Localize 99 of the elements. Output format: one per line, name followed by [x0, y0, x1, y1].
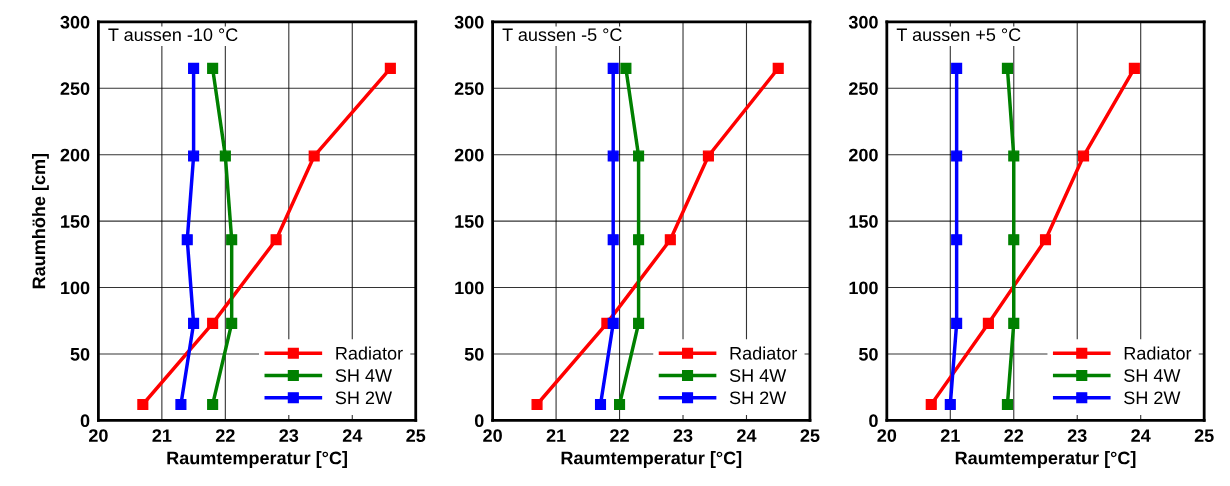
point — [308, 150, 320, 162]
x-tick-label: 22 — [1004, 429, 1024, 442]
x-axis-title: Raumtemperatur [°C] — [561, 451, 742, 468]
x-tick-label: 24 — [342, 429, 363, 442]
x-axis-title: Raumtemperatur [°C] — [167, 451, 347, 468]
y-tick-label: 300 — [848, 15, 878, 29]
x-tick-label: 22 — [215, 429, 235, 442]
point — [137, 398, 149, 411]
point — [607, 150, 619, 162]
point — [607, 62, 619, 74]
y-tick-label: 100 — [849, 281, 878, 295]
point — [270, 234, 282, 246]
y-tick-label: 300 — [454, 15, 484, 29]
point — [613, 398, 626, 411]
x-tick-label: 21 — [546, 429, 566, 442]
y-tick-label: 50 — [70, 347, 90, 361]
point — [219, 150, 231, 162]
x-tick-label: 23 — [279, 429, 299, 443]
point — [531, 398, 543, 411]
point — [207, 62, 219, 74]
point — [951, 234, 963, 246]
x-tick-label: 23 — [673, 429, 693, 443]
y-tick-label: 0 — [80, 414, 90, 428]
point — [633, 234, 645, 246]
x-tick-label: 20 — [88, 429, 108, 442]
point — [188, 62, 200, 74]
point — [1008, 150, 1020, 162]
point — [664, 234, 676, 246]
y-tick-label: 0 — [869, 414, 878, 428]
y-tick-label: 300 — [60, 15, 90, 29]
point — [1039, 234, 1052, 246]
x-tick-label: 20 — [877, 429, 897, 442]
point — [620, 62, 632, 74]
legend-label: SH 4W — [335, 369, 392, 382]
y-tick-label: 150 — [455, 215, 484, 228]
point — [594, 398, 607, 411]
x-tick-label: 21 — [940, 429, 960, 442]
legend-label: Radiator — [730, 346, 798, 360]
point — [1078, 150, 1090, 162]
point — [188, 317, 200, 329]
point — [226, 317, 238, 329]
y-axis-title: Raumhöhe [cm] — [32, 153, 49, 289]
point — [1128, 62, 1140, 74]
y-tick-label: 250 — [60, 82, 90, 96]
chart-title: T aussen -5 °C — [502, 28, 622, 42]
point — [633, 317, 645, 329]
point — [226, 234, 238, 246]
point — [1008, 317, 1020, 329]
y-tick-label: 50 — [464, 347, 484, 361]
point — [181, 234, 193, 246]
legend-label: SH 2W — [335, 391, 392, 405]
y-tick-label: 150 — [61, 215, 90, 228]
x-tick-label: 24 — [737, 429, 757, 442]
point — [772, 62, 784, 74]
y-tick-label: 150 — [849, 215, 878, 228]
legend-label: Radiator — [1124, 346, 1192, 360]
point — [1008, 234, 1020, 246]
point — [951, 317, 963, 329]
legend-label: Radiator — [336, 346, 403, 360]
y-tick-label: 0 — [474, 414, 484, 428]
point — [207, 398, 219, 411]
y-tick-label: 250 — [849, 82, 878, 96]
point — [384, 62, 396, 74]
point — [1001, 62, 1013, 74]
point — [951, 62, 963, 74]
x-tick-label: 25 — [1194, 429, 1214, 442]
legend-label: SH 4W — [1124, 369, 1181, 382]
x-tick-label: 24 — [1131, 429, 1151, 442]
x-tick-label: 20 — [483, 429, 502, 442]
chart-title: T aussen +5 °C — [896, 28, 1021, 42]
point — [944, 398, 956, 411]
x-axis-title: Raumtemperatur [°C] — [955, 451, 1136, 468]
y-tick-label: 100 — [455, 281, 484, 295]
y-tick-label: 200 — [60, 148, 90, 162]
point — [925, 398, 937, 411]
legend-label: SH 4W — [729, 369, 787, 382]
point — [607, 317, 619, 329]
chart-title: T aussen -10 °C — [108, 28, 238, 42]
x-tick-label: 25 — [406, 429, 426, 442]
point — [1001, 398, 1013, 411]
point — [702, 150, 714, 162]
point — [633, 150, 645, 162]
y-tick-label: 100 — [61, 281, 90, 295]
x-tick-label: 21 — [152, 429, 172, 442]
point — [607, 234, 619, 246]
point — [207, 317, 219, 329]
y-tick-label: 250 — [454, 82, 484, 96]
point — [951, 150, 963, 162]
x-tick-label: 22 — [610, 429, 629, 442]
point — [982, 317, 994, 329]
point — [188, 150, 200, 162]
y-tick-label: 200 — [849, 148, 878, 162]
legend-label: SH 2W — [729, 391, 787, 405]
point — [175, 398, 187, 411]
y-tick-label: 50 — [858, 347, 878, 361]
x-tick-label: 25 — [800, 429, 820, 442]
legend-label: SH 2W — [1124, 391, 1181, 405]
y-tick-label: 200 — [454, 148, 484, 162]
x-tick-label: 23 — [1067, 429, 1087, 443]
